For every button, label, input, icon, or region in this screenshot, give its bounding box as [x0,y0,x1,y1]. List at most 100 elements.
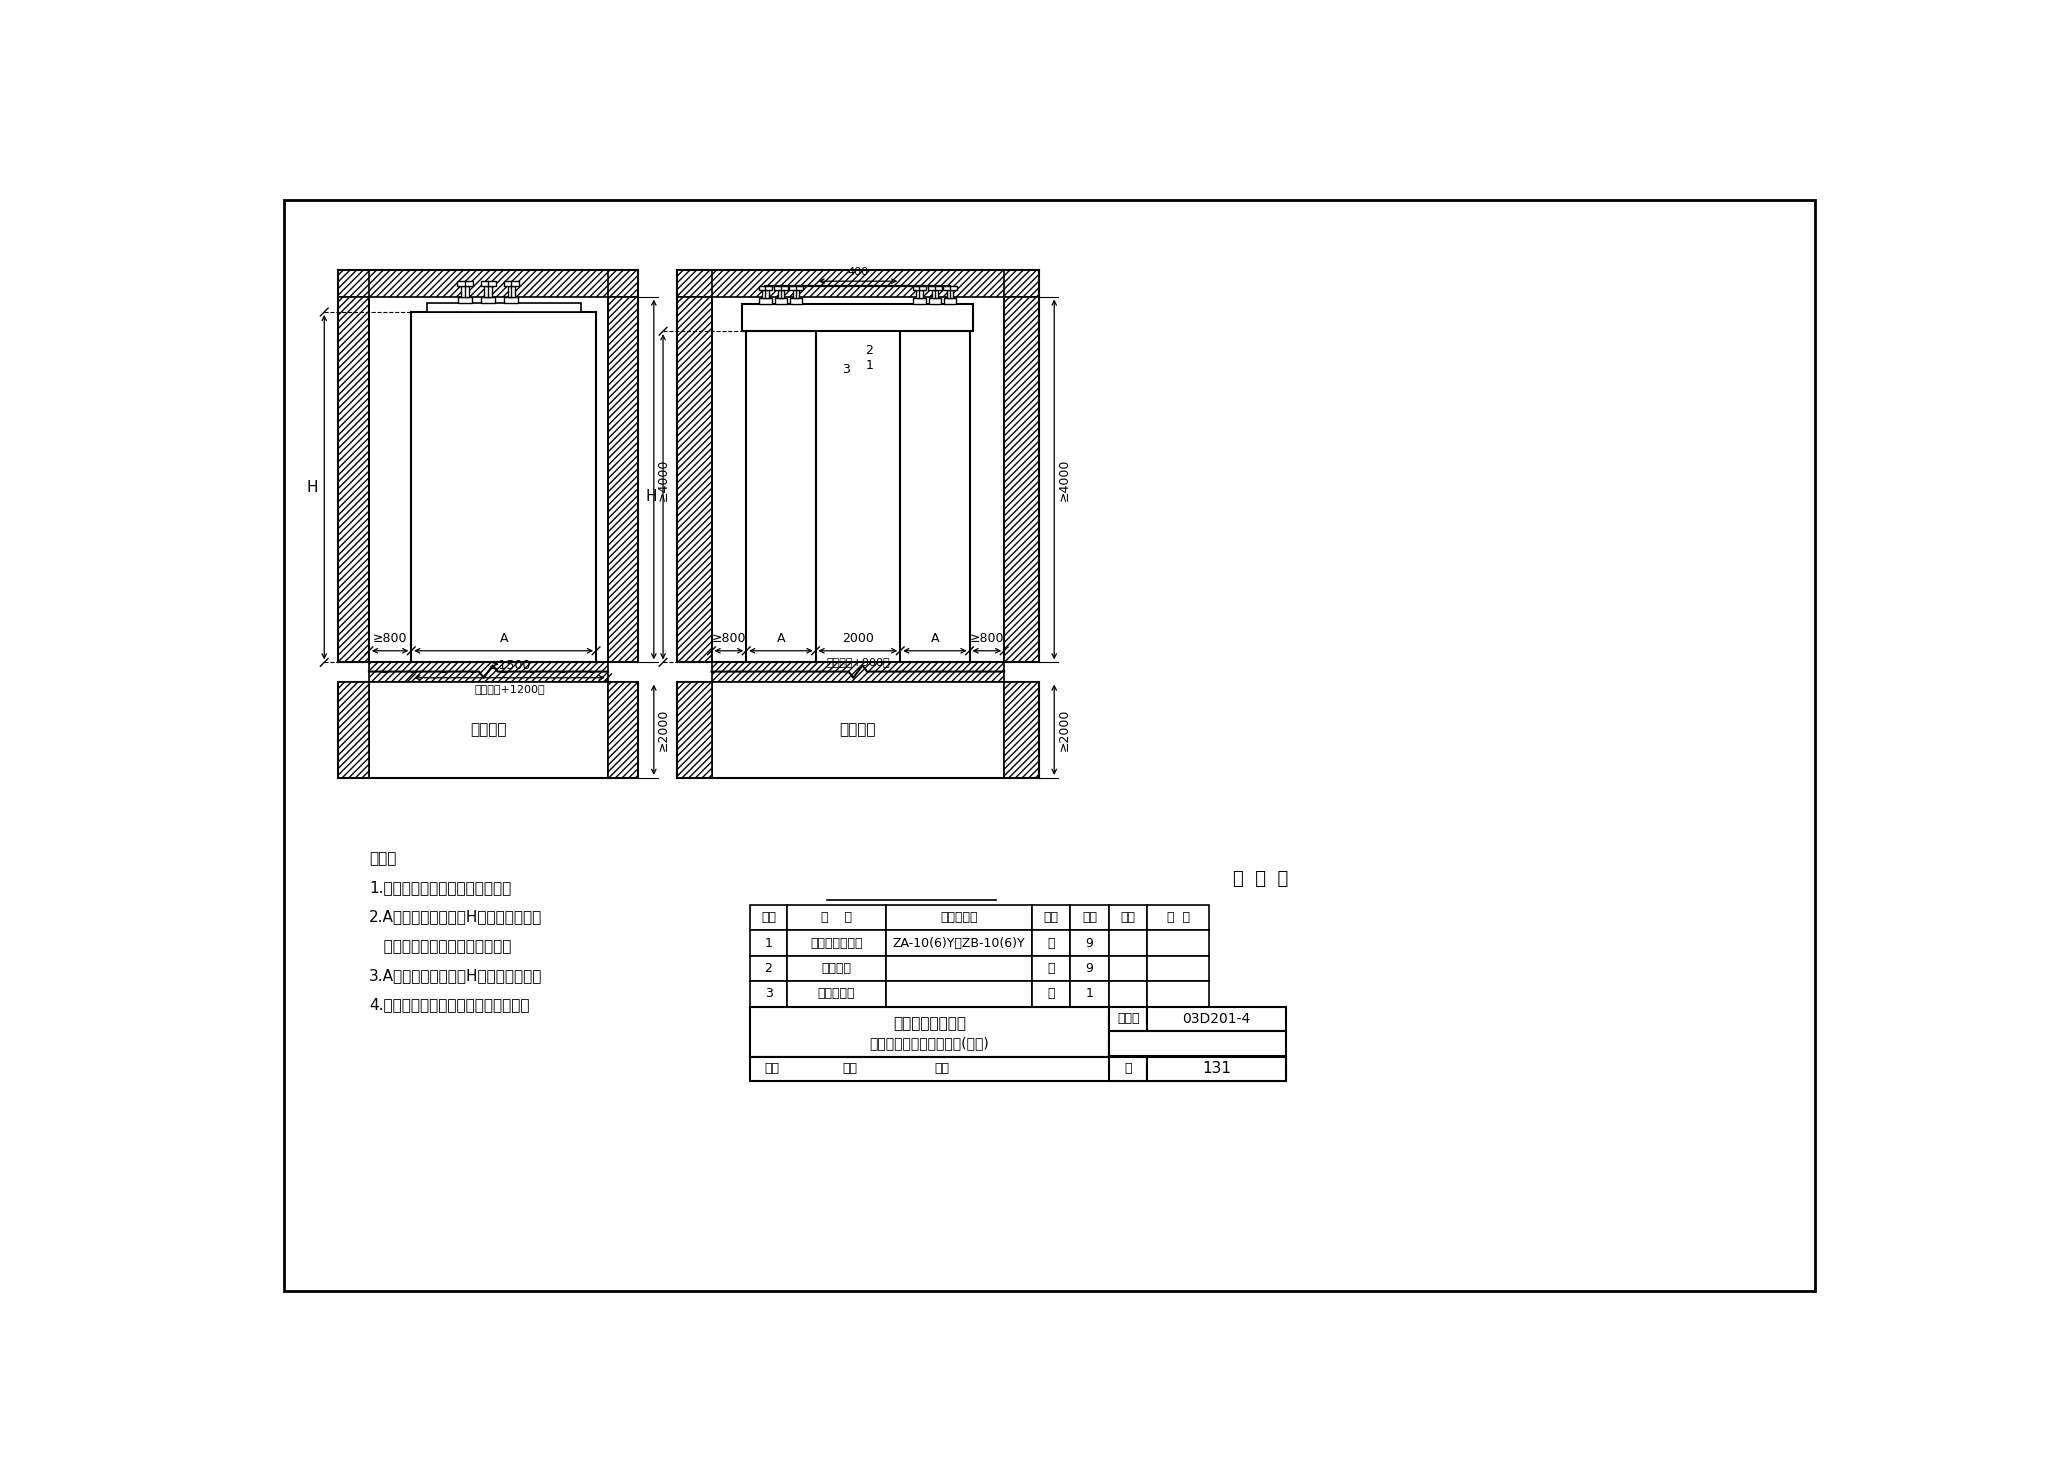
Text: 页次: 页次 [1120,911,1137,925]
Bar [504,281,518,287]
Bar [793,291,799,298]
Bar [944,287,956,291]
Bar [1147,956,1208,981]
Bar [1147,981,1208,1006]
Bar [750,1006,1108,1056]
Text: 2: 2 [866,344,872,357]
Bar [778,291,784,298]
Text: 3.A为开关柜的柜深，H为开关柜高度。: 3.A为开关柜的柜深，H为开关柜高度。 [369,967,543,984]
Bar [369,681,608,778]
Text: 备  注: 备 注 [1167,911,1190,925]
Bar [928,287,942,291]
Text: 设计: 设计 [934,1062,950,1075]
Text: 序号: 序号 [762,911,776,925]
Text: ZA-10(6)Y或ZB-10(6)Y: ZA-10(6)Y或ZB-10(6)Y [893,936,1026,950]
Text: 审核: 审核 [764,1062,778,1075]
Bar [1108,981,1147,1006]
Bar [457,281,473,287]
Text: 个: 个 [1047,936,1055,950]
Text: 电缆夹层: 电缆夹层 [471,722,506,737]
Bar [481,297,496,303]
Bar [1108,956,1147,981]
Text: 131: 131 [1202,1062,1231,1077]
Bar [338,297,369,662]
Text: 图集号: 图集号 [1116,1012,1139,1025]
Text: 1: 1 [866,359,872,372]
Bar [786,981,885,1006]
Bar [913,287,926,291]
Bar [1071,905,1108,931]
Bar [459,297,473,303]
Bar [1032,956,1071,981]
Bar [678,297,711,662]
Bar [1147,1006,1286,1031]
Bar [504,297,518,303]
Bar [1147,1056,1286,1081]
Text: 2.A为开关柜的柜深，H为开关柜高度，: 2.A为开关柜的柜深，H为开关柜高度， [369,910,543,925]
Bar [711,662,1004,681]
Bar [1108,1056,1147,1081]
Bar [1032,905,1071,931]
Text: 400: 400 [848,267,868,278]
Text: 高压支柱绝缘子: 高压支柱绝缘子 [811,936,862,950]
Text: 电缆夹层: 电缆夹层 [840,722,877,737]
Bar [786,956,885,981]
Bar [788,287,803,291]
Bar [1108,905,1147,931]
Text: 明  细  表: 明 细 表 [1233,870,1288,888]
Text: ≥4000: ≥4000 [1057,458,1071,501]
Bar [1108,1006,1147,1031]
Bar [758,287,772,291]
Bar [750,981,786,1006]
Bar [412,312,596,662]
Bar [1147,931,1208,956]
Bar [885,931,1032,956]
Text: （双车长+900）: （双车长+900） [825,657,889,668]
Text: ≥4000: ≥4000 [657,458,670,501]
Text: 2: 2 [764,962,772,975]
Bar [338,681,369,778]
Bar [1108,931,1147,956]
Text: 03D201-4: 03D201-4 [1182,1012,1251,1027]
Text: 3: 3 [764,987,772,1000]
Text: H: H [645,489,657,504]
Bar [1108,1031,1286,1056]
Text: 母线夹具: 母线夹具 [821,962,852,975]
Bar [946,291,954,298]
Bar [928,298,940,304]
Text: 校对: 校对 [842,1062,858,1075]
Bar [885,981,1032,1006]
Bar [750,905,786,931]
Text: 高压母线桥: 高压母线桥 [817,987,856,1000]
Bar [608,297,639,662]
Bar [750,956,786,981]
Bar [1004,681,1038,778]
Bar [750,931,786,956]
Text: H: H [307,480,317,495]
Bar [1147,905,1208,931]
Bar [1032,981,1071,1006]
Text: 个: 个 [1047,987,1055,1000]
Text: A: A [930,632,940,644]
Bar [338,270,639,297]
Bar [885,956,1032,981]
Text: （单车长+1200）: （单车长+1200） [475,684,545,694]
Text: 型号及规格: 型号及规格 [940,911,977,925]
Text: 名    称: 名 称 [821,911,852,925]
Bar [786,931,885,956]
Text: 具体尺寸视所选厂家产品而定。: 具体尺寸视所选厂家产品而定。 [369,939,512,954]
Bar [678,681,711,778]
Text: ≥1500: ≥1500 [487,659,530,672]
Text: A: A [500,632,508,644]
Bar [786,905,885,931]
Bar [481,281,496,287]
Text: ≥2000: ≥2000 [657,709,670,750]
Bar [932,291,938,298]
Bar [901,331,969,662]
Bar [608,681,639,778]
Text: 1.母线桥与高压开关柜成套供应。: 1.母线桥与高压开关柜成套供应。 [369,880,512,895]
Bar [1032,931,1071,956]
Text: 9: 9 [1085,962,1094,975]
Bar [741,304,973,331]
Bar [913,298,926,304]
